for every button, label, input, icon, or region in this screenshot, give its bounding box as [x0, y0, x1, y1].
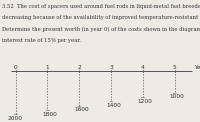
Text: decreasing because of the availability of improved temperature-resistant ceramic: decreasing because of the availability o…: [2, 15, 200, 20]
Text: 1800: 1800: [42, 112, 57, 117]
Text: 3.52  The cost of spacers used around fuel rods in liquid-metal fast breeder rea: 3.52 The cost of spacers used around fue…: [2, 4, 200, 9]
Text: 2000: 2000: [8, 116, 23, 121]
Text: 2: 2: [77, 65, 81, 70]
Text: 1200: 1200: [138, 99, 153, 104]
Text: 3: 3: [109, 65, 113, 70]
Text: 1: 1: [46, 65, 49, 70]
Text: 5: 5: [173, 65, 176, 70]
Text: 0: 0: [14, 65, 17, 70]
Text: interest rate of 15% per year.: interest rate of 15% per year.: [2, 38, 81, 43]
Text: 1400: 1400: [106, 103, 121, 108]
Text: Year: Year: [194, 65, 200, 70]
Text: 1000: 1000: [170, 94, 185, 99]
Text: 4: 4: [141, 65, 145, 70]
Text: Determine the present worth (in year 0) of the costs shown in the diagram below,: Determine the present worth (in year 0) …: [2, 27, 200, 32]
Text: 1600: 1600: [74, 107, 89, 112]
